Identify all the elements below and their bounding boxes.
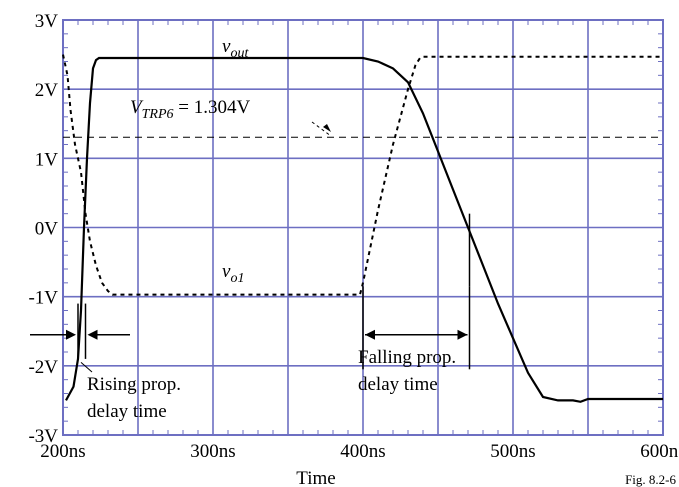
y-tick-label: 0V <box>35 219 59 240</box>
falling-left-arrowhead <box>365 329 375 340</box>
rising-left-arrowhead <box>66 329 76 340</box>
y-tick-label: -3V <box>28 426 58 447</box>
rising-delay-label-2: delay time <box>87 401 167 422</box>
tick-label-layer: 200ns 300ns 400ns 500ns 600ns 3V 2V 1V 0V -1V -2V -… <box>28 11 679 462</box>
x-tick-label: 500ns <box>490 441 535 462</box>
reference-layer <box>63 121 663 138</box>
falling-right-arrowhead <box>457 329 468 340</box>
rising-delay-label-1: Rising prop. <box>87 374 181 395</box>
y-tick-label: 2V <box>35 80 59 101</box>
y-tick-label: -2V <box>28 357 58 378</box>
series-label-vout: vout <box>222 36 249 61</box>
x-tick-label: 600ns <box>640 441 679 462</box>
vtrp-pointer <box>311 121 331 136</box>
x-axis-title: Time <box>296 468 335 487</box>
y-tick-label: 3V <box>35 11 59 32</box>
falling-delay-label-2: delay time <box>358 374 438 395</box>
plot-frame <box>62 19 664 436</box>
series-layer <box>62 54 663 403</box>
grid-layer <box>62 19 664 436</box>
series-label-vo1: vo1 <box>222 261 244 286</box>
x-tick-label: 300ns <box>190 441 235 462</box>
y-tick-label: 1V <box>35 149 59 170</box>
series-vout-line <box>65 56 663 403</box>
falling-delay-label-1: Falling prop. <box>358 347 456 368</box>
y-tick-label: -1V <box>28 288 58 309</box>
marker-layer <box>30 213 471 373</box>
vtrp-pointer-arrowhead <box>323 124 331 132</box>
x-tick-label: 200ns <box>40 441 85 462</box>
x-tick-label: 400ns <box>340 441 385 462</box>
rising-leader-line <box>80 361 93 373</box>
rising-right-arrowhead <box>87 329 98 340</box>
vtrp-annotation: VTRP6 = 1.304V <box>130 97 250 122</box>
figure-caption: Fig. 8.2-6 <box>625 472 676 487</box>
